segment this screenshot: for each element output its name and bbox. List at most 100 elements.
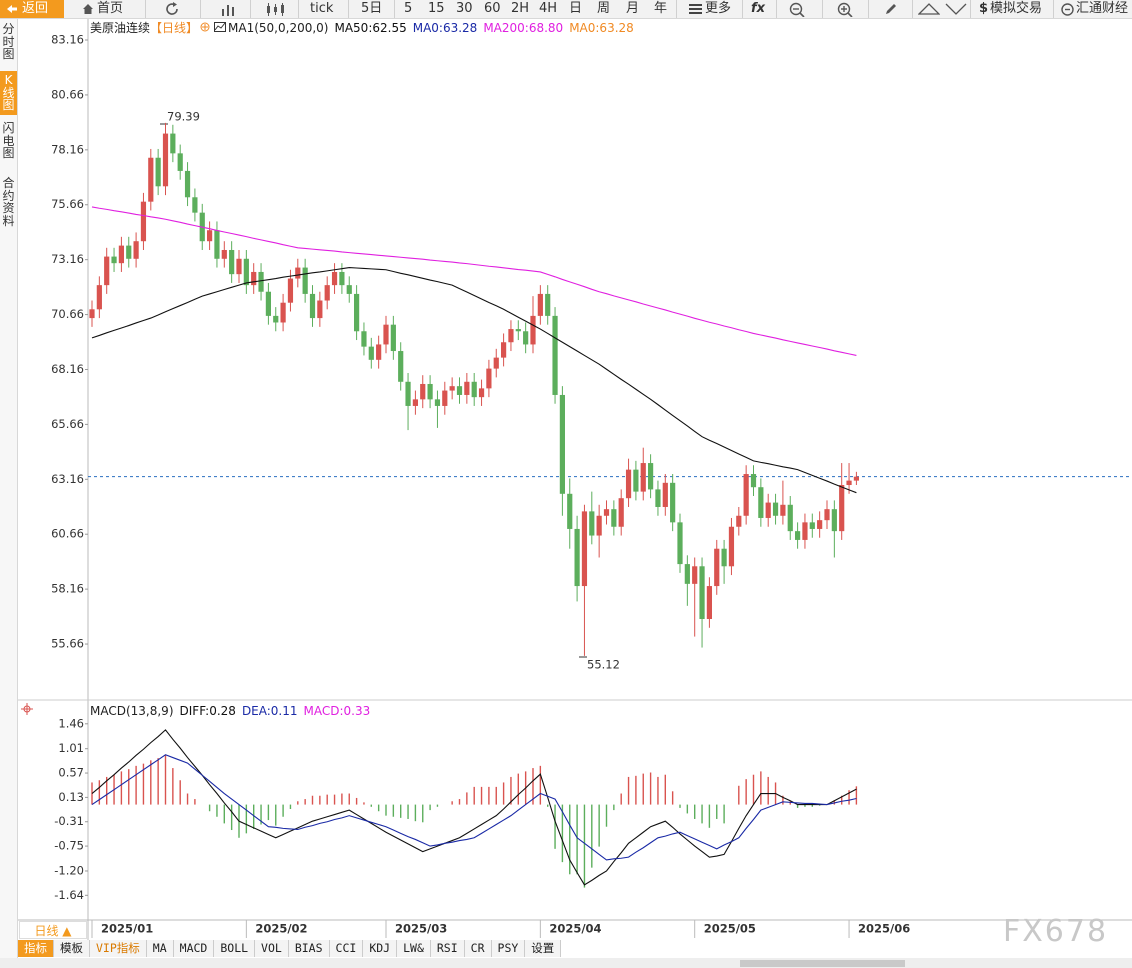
candle-body [162, 133, 169, 187]
sidebar-tab-active[interactable]: K线图 [0, 71, 17, 115]
low-annotation: 55.12 [587, 658, 620, 672]
candle-body [280, 302, 286, 323]
period-button[interactable]: 周 [597, 1, 611, 16]
candle-body [177, 153, 183, 171]
tab[interactable]: VOL [255, 940, 289, 957]
candle-body [559, 394, 565, 494]
scrollbar[interactable] [0, 958, 1132, 968]
bars-icon[interactable] [220, 3, 240, 16]
candle-icon[interactable] [265, 2, 287, 17]
y-tick-label: -1.20 [54, 863, 84, 877]
formula-button[interactable]: fx [751, 1, 766, 16]
period-button[interactable]: 15 [428, 1, 445, 16]
candle-body [611, 509, 617, 527]
candle-body [427, 383, 433, 400]
candle-body [824, 509, 830, 521]
period-button[interactable]: 2H [511, 1, 530, 16]
refresh-icon[interactable] [165, 2, 181, 16]
separator [970, 0, 971, 18]
period-button[interactable]: tick [310, 1, 334, 16]
tab[interactable]: CCI [329, 940, 364, 957]
pen-icon[interactable] [884, 2, 898, 16]
candle-body [89, 309, 95, 319]
indicator-label: MA1(50,0,200,0) [228, 21, 329, 35]
brand-button[interactable]: 汇通财经 [1076, 1, 1129, 16]
candle-body [148, 157, 154, 202]
candle-body [133, 241, 139, 259]
candle-body [287, 278, 294, 303]
sidebar-tab[interactable]: 分时图 [2, 22, 15, 61]
period-button[interactable]: 年 [654, 1, 668, 16]
line-series [91, 206, 857, 356]
tab[interactable]: 模板 [54, 940, 90, 957]
period-button[interactable]: 5 [404, 1, 413, 16]
y-tick-label: 68.16 [51, 362, 84, 376]
separator [298, 0, 299, 18]
zoom-in-icon[interactable] [837, 2, 853, 17]
tab[interactable]: MACD [173, 940, 215, 957]
tab[interactable]: PSY [491, 940, 526, 957]
legend-item: MA0:63.28 [569, 21, 634, 35]
separator [742, 0, 743, 18]
tab[interactable]: BOLL [214, 940, 256, 957]
home-button[interactable]: 首页 [97, 1, 124, 16]
candle-body [420, 383, 426, 400]
tab[interactable]: LW& [397, 940, 431, 957]
line-series [91, 754, 857, 861]
legend-item: MA200:68.80 [483, 21, 564, 35]
candle-body [721, 548, 727, 567]
candle-body [390, 324, 396, 352]
tab[interactable]: CR [464, 940, 492, 957]
sidebar-tab[interactable]: 合约资料 [2, 176, 15, 228]
more-button[interactable]: 更多 [705, 1, 732, 16]
candle-body [853, 476, 859, 481]
candle-body [405, 381, 411, 406]
instrument-title: 美原油连续 [90, 21, 151, 35]
period-button[interactable]: 5日 [361, 1, 383, 16]
y-tick-label: 0.13 [58, 790, 84, 804]
candle-body [831, 509, 837, 532]
tab[interactable]: BIAS [288, 940, 330, 957]
brand-icon [1061, 3, 1074, 16]
tab[interactable]: VIP指标 [90, 940, 147, 957]
period-button[interactable]: 日 [569, 1, 583, 16]
add-icon[interactable] [200, 22, 210, 32]
candle-body [758, 487, 764, 518]
candle-body [684, 564, 690, 584]
candle-body [523, 331, 529, 345]
tab[interactable]: MA [146, 940, 174, 957]
legend-item: MACD:0.33 [303, 704, 371, 718]
tab[interactable]: 指标 [18, 940, 54, 957]
candle-body [743, 474, 749, 516]
zoom-out-icon[interactable] [789, 2, 805, 17]
sim-trade-button[interactable]: 模拟交易 [990, 1, 1043, 16]
candle-body [170, 133, 176, 154]
separator [250, 0, 251, 18]
scrollbar-thumb[interactable] [740, 960, 905, 967]
period-button[interactable]: 4H [539, 1, 558, 16]
candle-body [243, 258, 249, 286]
candle-body [258, 271, 264, 292]
separator [676, 0, 677, 18]
period-button[interactable]: 30 [456, 1, 473, 16]
tab[interactable]: RSI [430, 940, 465, 957]
candle-body [346, 285, 352, 294]
candle-body [236, 258, 242, 275]
line-series [91, 729, 857, 886]
tab[interactable]: KDJ [363, 940, 398, 957]
chevron-icon[interactable] [945, 3, 967, 15]
sidebar-tab[interactable]: 闪电图 [2, 121, 15, 160]
candle-body [295, 267, 301, 279]
period-button[interactable]: 60 [484, 1, 501, 16]
triangle-icon[interactable] [918, 3, 940, 15]
period-button[interactable]: 月 [626, 1, 640, 16]
back-button[interactable]: 返回 [0, 0, 64, 18]
candle-body [596, 515, 602, 536]
sim-mark: $ [979, 1, 989, 16]
candle-body [772, 502, 779, 516]
tab[interactable]: 设置 [525, 940, 562, 957]
candle-body [331, 271, 338, 286]
period-selector[interactable]: 日线 ▲ [19, 921, 87, 939]
candle-body [809, 522, 815, 529]
